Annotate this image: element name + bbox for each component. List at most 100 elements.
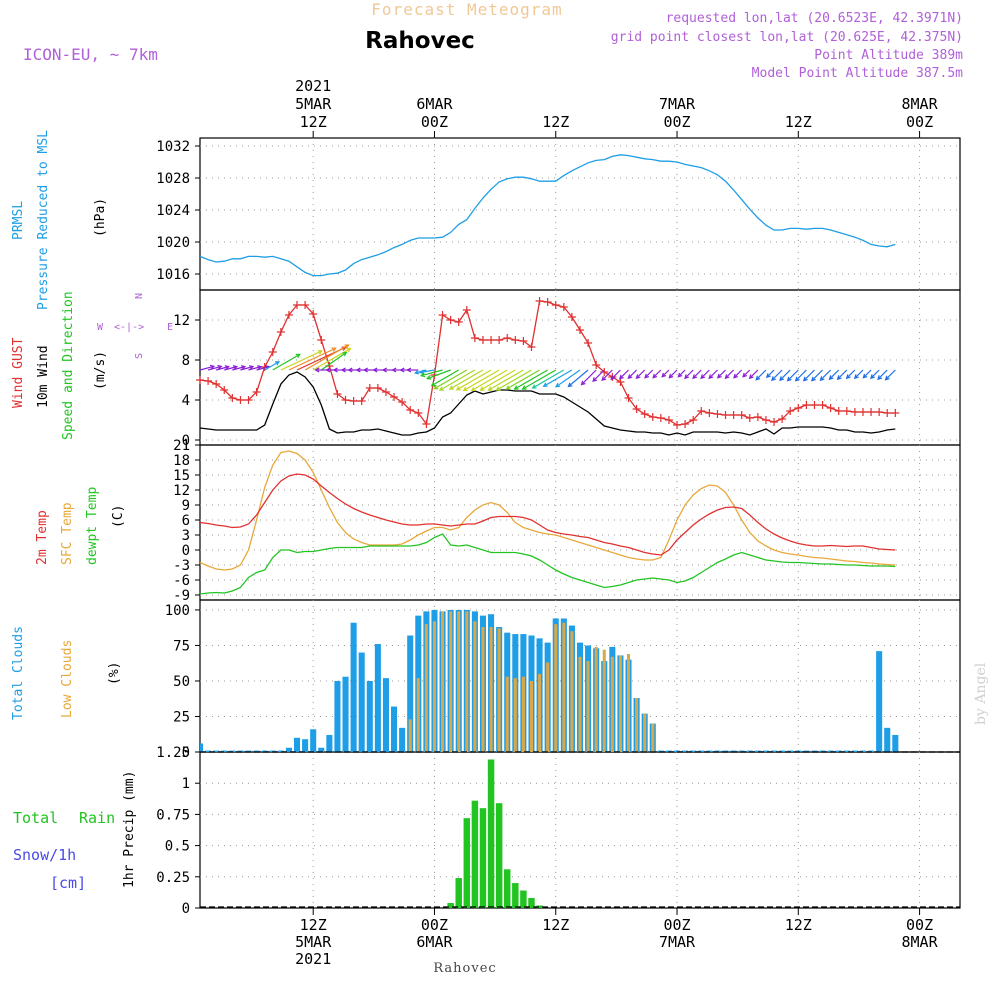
wind-label-speed-dir: Speed and Direction xyxy=(61,291,76,440)
wind-arrow xyxy=(677,369,686,378)
wind-gust-marker xyxy=(624,394,633,402)
wind-arrow-head xyxy=(344,344,350,349)
wind-arrow xyxy=(470,369,508,392)
wind-arrow xyxy=(828,369,840,381)
wind-arrow xyxy=(661,369,670,378)
wind-arrow xyxy=(232,365,247,371)
wind-arrow-head xyxy=(877,375,883,381)
wind-gust-marker xyxy=(293,301,302,309)
wind-arrow-head xyxy=(716,373,722,379)
wind-arrow-shaft xyxy=(749,369,759,379)
rain-bar xyxy=(495,803,503,908)
wind-arrow-head xyxy=(567,382,573,388)
wind-arrow xyxy=(505,369,540,390)
wind-arrow xyxy=(264,361,281,371)
wind-gust-marker xyxy=(535,297,544,305)
top-time-label: 00Z xyxy=(421,113,448,131)
wind-gust-marker xyxy=(357,397,366,405)
temp-unit: (C) xyxy=(111,505,126,528)
temp-ytick-label: 21 xyxy=(173,438,190,454)
wind-arrow-head xyxy=(708,374,714,380)
total-cloud-bar xyxy=(374,644,381,752)
total-cloud-bar xyxy=(754,750,761,752)
total-cloud-bar xyxy=(221,750,228,752)
wind-arrow-head xyxy=(341,346,347,351)
total-cloud-bar xyxy=(334,680,341,752)
wind-arrow xyxy=(406,367,419,373)
low-cloud-bar xyxy=(538,673,542,752)
wind-gust-marker xyxy=(656,414,665,422)
wind-arrow xyxy=(794,369,807,382)
wind-arrow-head xyxy=(340,367,346,373)
total-cloud-bar xyxy=(200,743,204,752)
wind-arrow-head xyxy=(274,361,281,366)
clouds-ytick-label: 100 xyxy=(165,603,190,619)
wind-arrow-shaft xyxy=(471,369,508,392)
low-cloud-bar xyxy=(562,622,566,752)
temp-ytick-label: -6 xyxy=(173,573,190,589)
bottom-time-label: 5MAR xyxy=(295,933,332,951)
rain-bar xyxy=(512,883,519,908)
temp-label-sfc: SFC Temp xyxy=(60,502,75,565)
wind-arrow-shaft xyxy=(439,369,476,391)
total-cloud-bar xyxy=(779,750,786,752)
wind-arrow xyxy=(708,369,718,380)
low-cloud-bar xyxy=(432,621,436,752)
wind-gust-marker xyxy=(640,410,649,418)
header-model-altitude: Model Point Altitude 387.5m xyxy=(752,66,963,81)
wind-arrow-head xyxy=(677,372,683,378)
wind-arrow xyxy=(742,369,751,378)
pressure-panel: 1016 1020 1024 1028 1032 xyxy=(156,137,961,291)
wind-gust-marker xyxy=(236,396,245,404)
wind-arrow-shaft xyxy=(724,369,735,379)
header-title: Forecast Meteogram xyxy=(371,0,562,19)
pressure-label-desc: Pressure Reduced to MSL xyxy=(36,130,51,310)
wind-gust-marker xyxy=(729,411,738,419)
wind-arrow-shaft xyxy=(216,366,229,371)
wind-arrow xyxy=(810,369,823,382)
wind-gust-marker xyxy=(373,384,382,392)
pressure-ytick-label: 1024 xyxy=(156,203,190,219)
wind-arrow-head xyxy=(372,367,378,373)
wind-arrow-shaft xyxy=(506,369,540,390)
wind-ytick-label: 4 xyxy=(182,393,190,409)
wind-gust-marker xyxy=(341,396,350,404)
temp-label-2m: 2m Temp xyxy=(35,510,50,565)
wind-arrow-shaft xyxy=(771,369,783,381)
wind-arrow-head xyxy=(295,353,301,359)
clouds-ytick-label: 25 xyxy=(173,709,190,725)
wind-gust-marker xyxy=(713,410,722,418)
wind-arrow-head xyxy=(325,367,331,373)
wind-gust-marker xyxy=(511,336,520,344)
total-cloud-bar xyxy=(253,750,260,752)
plot-layer: 1016102010241028103204812-9-6-3036912151… xyxy=(156,77,961,968)
low-cloud-bar xyxy=(497,628,501,752)
wind-arrow-head xyxy=(802,376,808,382)
header-requested: requested lon,lat (20.6523E, 42.3971N) xyxy=(666,11,963,26)
precip-label-snow: Snow/1h xyxy=(13,846,76,864)
wind-arrow-head xyxy=(224,365,230,370)
wind-arrow-head xyxy=(601,376,607,382)
low-cloud-bar xyxy=(578,656,582,752)
wind-arrow xyxy=(684,369,694,380)
temp-dewpt-line xyxy=(199,533,896,595)
wind-arrow xyxy=(288,347,337,371)
wind-arrow-head xyxy=(635,374,641,380)
wind-arrow xyxy=(542,369,573,387)
wind-arrow-shaft xyxy=(803,369,815,382)
wind-arrow-head xyxy=(542,382,548,387)
wind-gust-marker xyxy=(309,310,318,318)
total-cloud-bar xyxy=(682,750,689,752)
wind-gust-marker xyxy=(794,404,803,412)
wind-arrow-head xyxy=(610,375,616,381)
wind-gust-marker xyxy=(212,380,221,388)
total-cloud-bar xyxy=(843,750,850,752)
wind-gust-marker xyxy=(721,411,730,419)
clouds-unit: (%) xyxy=(107,662,122,685)
wind-gust-marker xyxy=(858,408,867,416)
wind-gust-marker xyxy=(228,394,237,402)
low-cloud-bar xyxy=(635,698,639,752)
wind-gust-marker xyxy=(333,390,342,398)
wind-arrow xyxy=(224,365,239,371)
wind-arrow-head xyxy=(399,367,405,373)
